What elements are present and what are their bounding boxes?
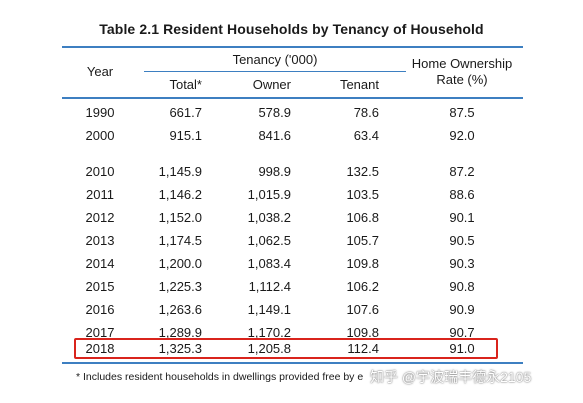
- cell-total: 1,146.2: [158, 187, 202, 202]
- cell-tenant: 109.8: [346, 256, 379, 271]
- header-year: Year: [86, 64, 114, 79]
- cell-tenant: 105.7: [346, 233, 379, 248]
- cell-owner: 1,112.4: [248, 279, 291, 294]
- cell-owner: 1,062.5: [247, 233, 291, 248]
- cell-rate: 90.8: [449, 279, 475, 294]
- cell-year: 2010: [85, 164, 115, 179]
- table-top-rule: [62, 46, 523, 48]
- header-rate-line1: Home Ownership: [411, 56, 513, 71]
- cell-rate: 91.0: [449, 341, 475, 356]
- cell-total: 1,200.0: [158, 256, 202, 271]
- header-total: Total*: [169, 77, 202, 92]
- cell-owner: 1,205.8: [247, 341, 291, 356]
- cell-rate: 88.6: [449, 187, 475, 202]
- cell-year: 2000: [85, 128, 115, 143]
- cell-owner: 841.6: [258, 128, 291, 143]
- cell-tenant: 63.4: [353, 128, 379, 143]
- cell-rate: 87.2: [449, 164, 475, 179]
- table-bottom-rule: [62, 362, 523, 364]
- cell-total: 1,145.9: [158, 164, 202, 179]
- cell-tenant: 107.6: [346, 302, 379, 317]
- cell-total: 1,263.6: [158, 302, 202, 317]
- cell-rate: 90.9: [449, 302, 475, 317]
- cell-owner: 1,038.2: [247, 210, 291, 225]
- cell-year: 2015: [85, 279, 115, 294]
- cell-tenant: 109.8: [346, 325, 379, 340]
- header-owner: Owner: [252, 77, 291, 92]
- cell-owner: 1,149.1: [247, 302, 291, 317]
- header-tenant: Tenant: [339, 77, 379, 92]
- watermark: 知乎 @宇波瑞丰德永2105: [370, 369, 532, 385]
- header-tenancy-group: Tenancy ('000): [232, 52, 318, 67]
- cell-year: 2018: [85, 341, 115, 356]
- cell-rate: 90.7: [449, 325, 475, 340]
- cell-year: 2017: [85, 325, 115, 340]
- footnote: * Includes resident households in dwelli…: [76, 371, 364, 383]
- cell-rate: 92.0: [449, 128, 475, 143]
- cell-owner: 1,083.4: [247, 256, 291, 271]
- header-bottom-rule: [62, 97, 523, 99]
- cell-tenant: 103.5: [346, 187, 379, 202]
- cell-total: 1,325.3: [158, 341, 202, 356]
- tenancy-group-rule: [144, 71, 406, 72]
- cell-total: 1,174.5: [158, 233, 202, 248]
- cell-year: 2011: [86, 187, 114, 202]
- highlight-box-2018: [74, 338, 498, 359]
- cell-tenant: 112.4: [347, 341, 379, 356]
- cell-total: 661.7: [169, 105, 202, 120]
- cell-rate: 90.5: [449, 233, 475, 248]
- cell-total: 1,289.9: [158, 325, 202, 340]
- table-title: Table 2.1 Resident Households by Tenancy…: [99, 21, 484, 37]
- cell-owner: 578.9: [258, 105, 291, 120]
- cell-tenant: 106.2: [346, 279, 379, 294]
- cell-owner: 1,170.2: [247, 325, 291, 340]
- cell-total: 1,225.3: [158, 279, 202, 294]
- cell-year: 2016: [85, 302, 115, 317]
- cell-year: 1990: [85, 105, 115, 120]
- cell-year: 2012: [85, 210, 115, 225]
- cell-rate: 90.1: [449, 210, 475, 225]
- cell-year: 2013: [85, 233, 115, 248]
- cell-rate: 87.5: [449, 105, 475, 120]
- cell-year: 2014: [85, 256, 115, 271]
- cell-tenant: 78.6: [353, 105, 379, 120]
- cell-owner: 998.9: [258, 164, 291, 179]
- cell-rate: 90.3: [449, 256, 475, 271]
- header-rate-line2: Rate (%): [436, 72, 488, 87]
- cell-total: 1,152.0: [158, 210, 202, 225]
- cell-total: 915.1: [169, 128, 202, 143]
- cell-tenant: 132.5: [346, 164, 379, 179]
- cell-owner: 1,015.9: [247, 187, 291, 202]
- cell-tenant: 106.8: [346, 210, 379, 225]
